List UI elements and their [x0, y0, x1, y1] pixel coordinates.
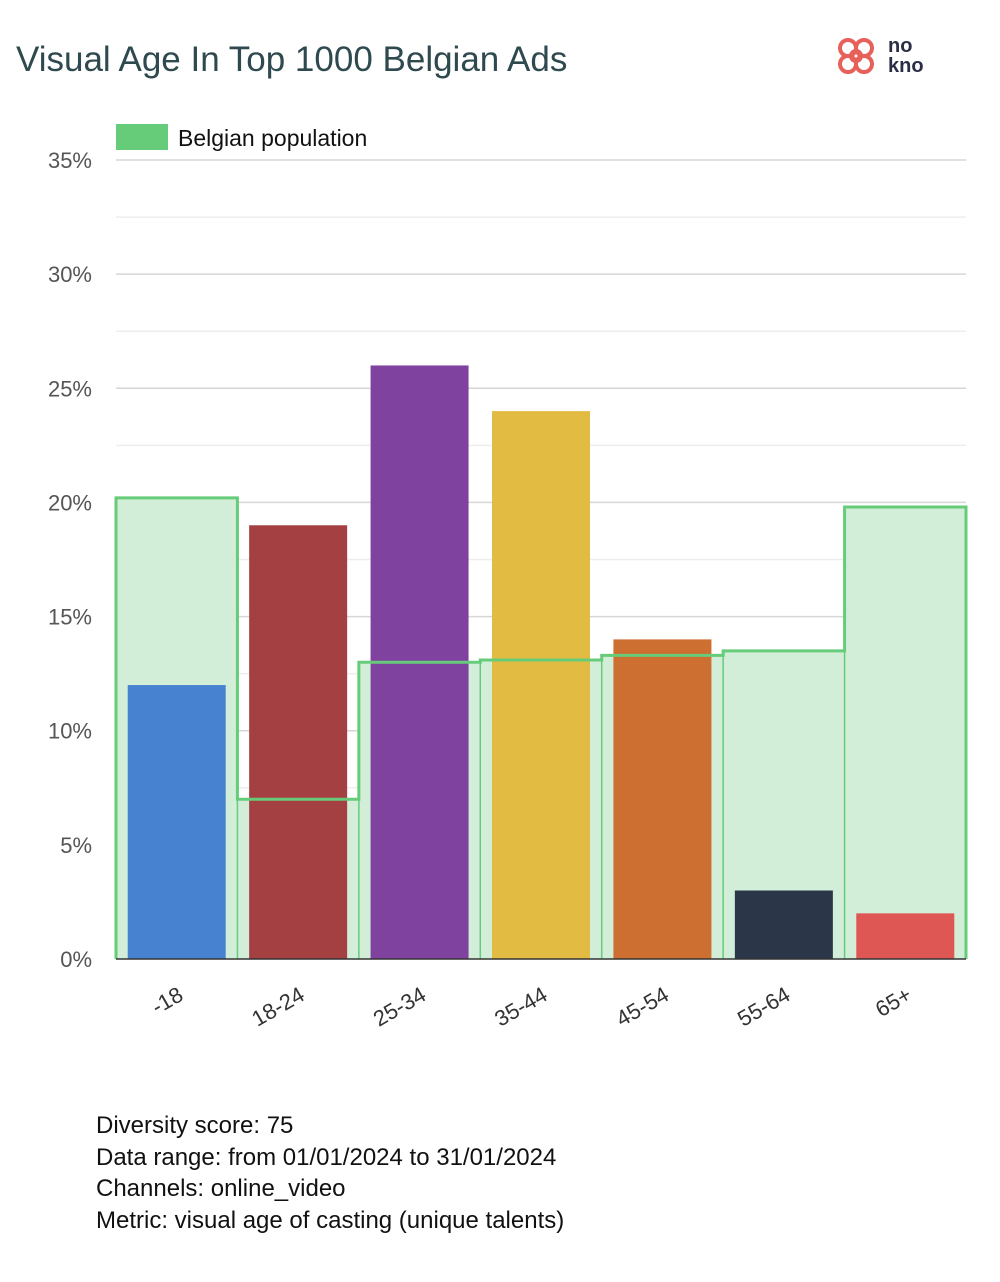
y-tick-label: 5%: [60, 833, 92, 858]
y-tick-label: 35%: [48, 148, 92, 173]
y-tick-label: 25%: [48, 376, 92, 401]
logo-text-top: no: [888, 35, 912, 57]
bar-18-24: [249, 525, 348, 959]
bar-chart: Belgian population 0% 5% 10% 15% 20% 25% 30% 35…: [48, 124, 968, 1032]
legend: Belgian population: [116, 124, 367, 151]
bar-45-54: [613, 639, 712, 959]
bar-35-44: [492, 411, 590, 960]
x-tick-label: 45-54: [612, 982, 673, 1032]
x-tick-label: 35-44: [490, 982, 551, 1032]
y-tick-label: 10%: [48, 719, 92, 744]
y-tick-label: 15%: [48, 605, 92, 630]
logo-text-bottom: kno: [888, 55, 924, 77]
bar-65+: [856, 913, 955, 959]
y-tick-label: 20%: [48, 490, 92, 515]
data-range: Data range: from 01/01/2024 to 31/01/202…: [96, 1143, 557, 1171]
nokno-logo: no kno: [838, 35, 924, 77]
x-tick-label: 65+: [871, 982, 916, 1022]
bar-55-64: [734, 890, 833, 959]
population-step-line: [114, 496, 968, 959]
x-tick-label: 25-34: [369, 982, 430, 1032]
x-tick-label: -18: [147, 982, 187, 1020]
footer-notes: Diversity score: 75 Data range: from 01/…: [96, 1110, 564, 1236]
legend-swatch-belgian-population: [116, 124, 168, 150]
bar--18: [127, 685, 226, 959]
x-tick-label: 55-64: [733, 982, 794, 1032]
y-tick-label: 0%: [60, 947, 92, 972]
diversity-score: Diversity score: 75: [96, 1112, 294, 1139]
metric: Metric: visual age of casting (unique ta…: [96, 1206, 565, 1234]
channels: Channels: online_video: [96, 1175, 346, 1202]
flower-icon: [838, 38, 874, 74]
population-area-65+: [844, 506, 966, 959]
x-tick-label: 18-24: [247, 982, 308, 1032]
chart-title: Visual Age In Top 1000 Belgian Ads: [16, 40, 568, 79]
legend-label-belgian-population: Belgian population: [178, 125, 367, 151]
y-tick-label: 30%: [48, 262, 92, 287]
